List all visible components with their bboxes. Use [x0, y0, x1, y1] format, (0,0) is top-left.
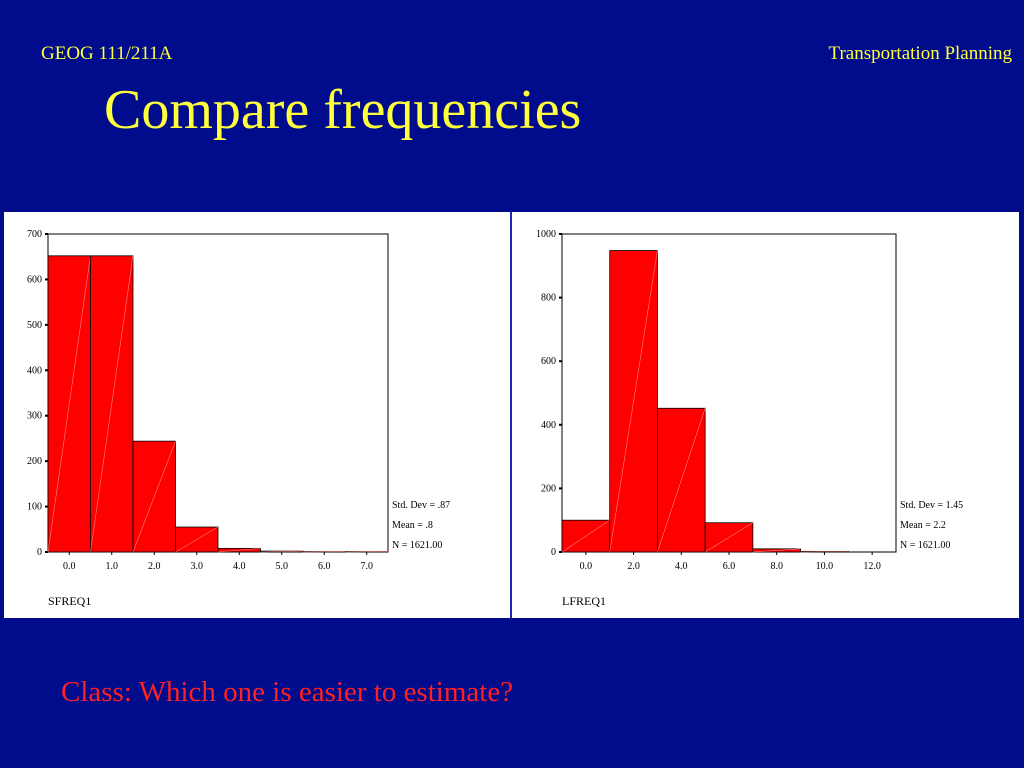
bar-hatch-line	[704, 522, 754, 553]
x-tick-label: 5.0	[276, 561, 289, 572]
y-tick-label: 400	[27, 365, 42, 376]
stats-line: Std. Dev = 1.45	[900, 500, 963, 511]
x-tick-label: 2.0	[627, 561, 640, 572]
x-tick-label: 2.0	[148, 561, 161, 572]
x-tick-label: 6.0	[318, 561, 331, 572]
y-tick-label: 600	[541, 356, 556, 367]
y-tick-label: 700	[27, 229, 42, 240]
bar-hatch-line	[561, 519, 610, 553]
panel-divider	[510, 212, 512, 618]
y-tick-label: 0	[551, 547, 556, 558]
y-tick-label: 600	[27, 274, 42, 285]
stats-line: Mean = 2.2	[900, 520, 946, 531]
bar-hatch-line	[260, 550, 304, 553]
y-tick-label: 1000	[536, 229, 556, 240]
bar-hatch-line	[609, 250, 658, 553]
x-tick-label: 0.0	[63, 561, 76, 572]
bar-hatch-line	[47, 255, 91, 553]
bar-hatch-line	[217, 548, 261, 553]
y-tick-label: 200	[27, 456, 42, 467]
course-label: GEOG 111/211A	[41, 43, 173, 64]
x-tick-label: 8.0	[770, 561, 783, 572]
y-tick-label: 300	[27, 411, 42, 422]
y-tick-label: 400	[541, 420, 556, 431]
stats-line: N = 1621.00	[900, 540, 950, 551]
x-axis-label: SFREQ1	[48, 594, 91, 608]
y-tick-label: 800	[541, 293, 556, 304]
x-tick-label: 6.0	[723, 561, 736, 572]
bar-hatch-line	[800, 551, 849, 553]
slide-title: Compare frequencies	[104, 79, 582, 141]
bar-hatch-line	[132, 441, 176, 553]
y-tick-label: 500	[27, 320, 42, 331]
histogram-sfreq1: 0 100 200 300 400 500 600 700 0.0 1.0 2.0 3.0 4.0 5.0…	[27, 229, 450, 608]
stats-line: Mean = .8	[392, 520, 433, 531]
x-tick-label: 0.0	[580, 561, 593, 572]
histogram-lfreq1: 0 200 400 600 800 1000 0.0 2.0 4.0 6.0 8.0 10.0 12.0…	[536, 229, 963, 608]
stats-line: Std. Dev = .87	[392, 500, 450, 511]
x-tick-label: 4.0	[675, 561, 688, 572]
x-tick-label: 1.0	[106, 561, 119, 572]
x-tick-label: 4.0	[233, 561, 246, 572]
y-tick-label: 100	[27, 502, 42, 513]
x-tick-label: 7.0	[361, 561, 374, 572]
class-question: Class: Which one is easier to estimate?	[61, 676, 514, 708]
x-tick-label: 10.0	[816, 561, 834, 572]
x-axis-label: LFREQ1	[562, 594, 606, 608]
bar-hatch-line	[752, 548, 801, 553]
y-tick-label: 0	[37, 547, 42, 558]
histogram-panel-sfreq1: 0 100 200 300 400 500 600 700 0.0 1.0 2.0 3.0 4.0 5.0…	[4, 212, 510, 618]
bar-hatch-line	[90, 255, 134, 553]
bar-hatch-line	[657, 408, 706, 553]
x-tick-label: 12.0	[863, 561, 881, 572]
bar-hatch-line	[175, 526, 219, 553]
stats-line: N = 1621.00	[392, 540, 442, 551]
histogram-panel-lfreq1: 0 200 400 600 800 1000 0.0 2.0 4.0 6.0 8.0 10.0 12.0…	[512, 212, 1019, 618]
y-tick-label: 200	[541, 483, 556, 494]
x-tick-label: 3.0	[191, 561, 204, 572]
topic-label: Transportation Planning	[828, 43, 1013, 64]
